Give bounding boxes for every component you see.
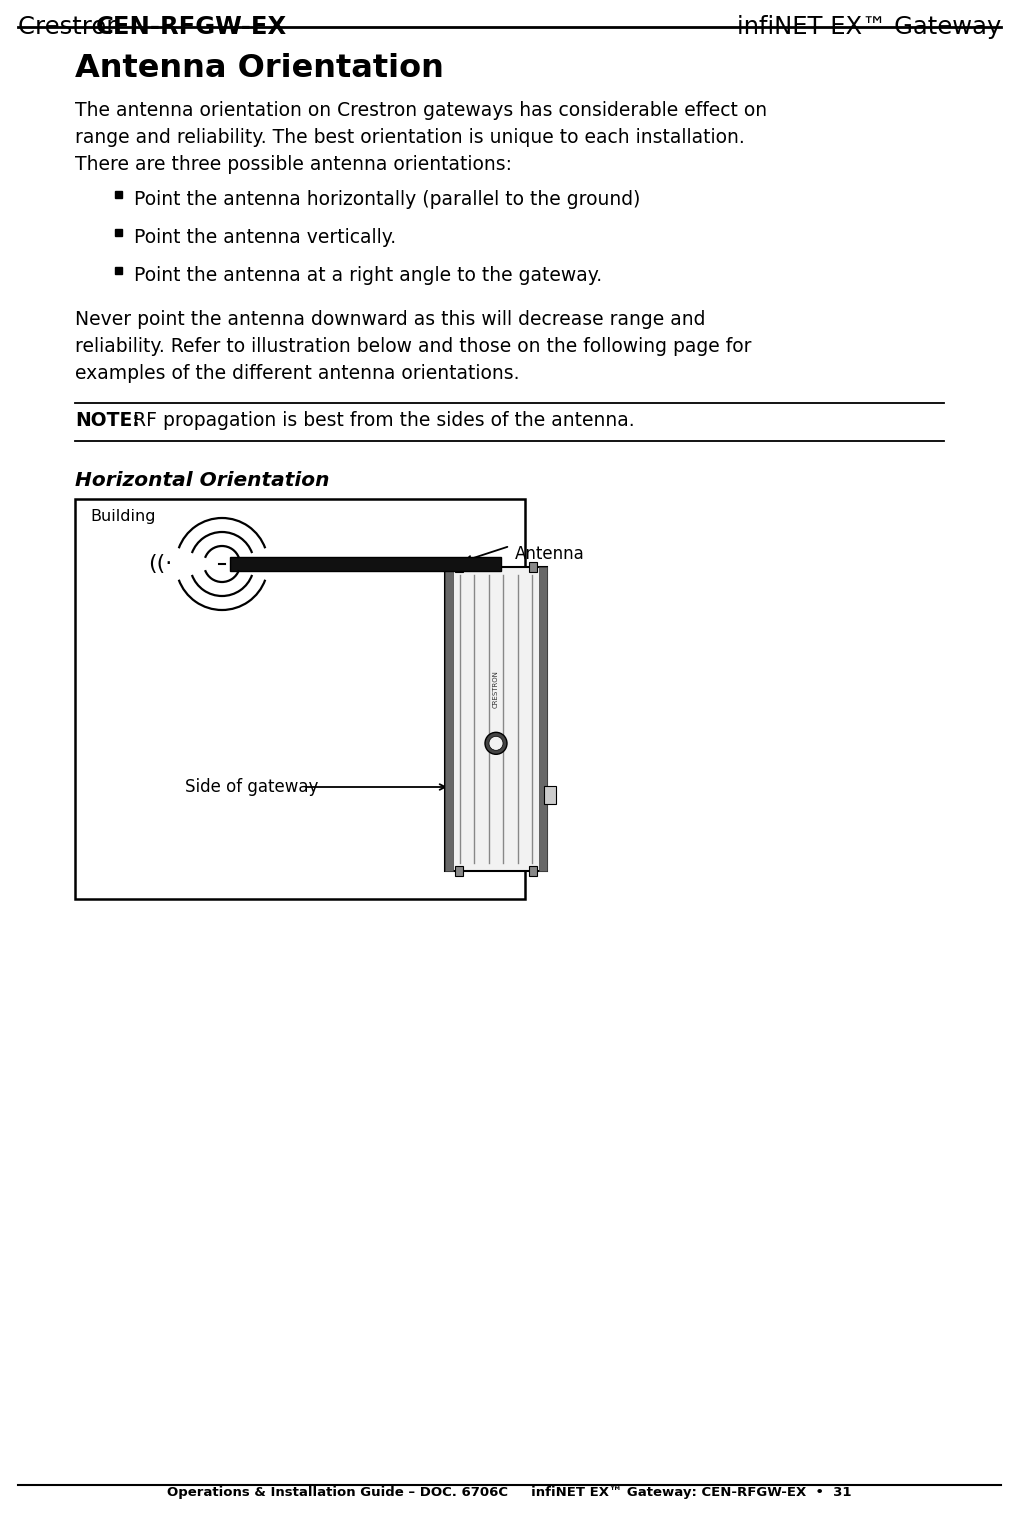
Bar bbox=[455, 867, 463, 876]
Bar bbox=[529, 562, 537, 573]
Text: infiNET EX™ Gateway: infiNET EX™ Gateway bbox=[737, 15, 1001, 39]
Bar bbox=[75, 498, 525, 898]
Bar bbox=[230, 558, 501, 571]
Circle shape bbox=[485, 732, 507, 754]
Text: CEN-RFGW-EX: CEN-RFGW-EX bbox=[96, 15, 287, 39]
Text: range and reliability. The best orientation is unique to each installation.: range and reliability. The best orientat… bbox=[75, 127, 745, 147]
Bar bbox=[445, 567, 453, 871]
Bar bbox=[539, 567, 547, 871]
Text: RF propagation is best from the sides of the antenna.: RF propagation is best from the sides of… bbox=[121, 411, 635, 430]
Bar bbox=[115, 267, 122, 274]
Text: Point the antenna vertically.: Point the antenna vertically. bbox=[135, 227, 396, 247]
Text: examples of the different antenna orientations.: examples of the different antenna orient… bbox=[75, 364, 520, 383]
Bar bbox=[445, 567, 547, 871]
Text: Operations & Installation Guide – DOC. 6706C     infiNET EX™ Gateway: CEN-RFGW-E: Operations & Installation Guide – DOC. 6… bbox=[167, 1486, 851, 1498]
Text: Point the antenna horizontally (parallel to the ground): Point the antenna horizontally (parallel… bbox=[135, 189, 640, 209]
Text: The antenna orientation on Crestron gateways has considerable effect on: The antenna orientation on Crestron gate… bbox=[75, 102, 767, 120]
Bar bbox=[544, 786, 556, 804]
Text: reliability. Refer to illustration below and those on the following page for: reliability. Refer to illustration below… bbox=[75, 336, 751, 356]
Text: Antenna: Antenna bbox=[515, 545, 585, 564]
Bar bbox=[529, 867, 537, 876]
Text: Horizontal Orientation: Horizontal Orientation bbox=[75, 471, 329, 489]
Circle shape bbox=[489, 736, 503, 750]
Bar bbox=[115, 191, 122, 198]
Text: There are three possible antenna orientations:: There are three possible antenna orienta… bbox=[75, 155, 512, 174]
Bar bbox=[115, 229, 122, 236]
Bar bbox=[455, 562, 463, 573]
Text: Never point the antenna downward as this will decrease range and: Never point the antenna downward as this… bbox=[75, 311, 705, 329]
Text: NOTE:: NOTE: bbox=[75, 411, 140, 430]
Text: Side of gateway: Side of gateway bbox=[185, 779, 318, 795]
Text: Building: Building bbox=[90, 509, 156, 524]
Text: CRESTRON: CRESTRON bbox=[493, 671, 499, 709]
Text: ((·: ((· bbox=[148, 554, 172, 574]
Text: Point the antenna at a right angle to the gateway.: Point the antenna at a right angle to th… bbox=[135, 267, 602, 285]
Text: Antenna Orientation: Antenna Orientation bbox=[75, 53, 444, 83]
Text: Crestron: Crestron bbox=[18, 15, 129, 39]
